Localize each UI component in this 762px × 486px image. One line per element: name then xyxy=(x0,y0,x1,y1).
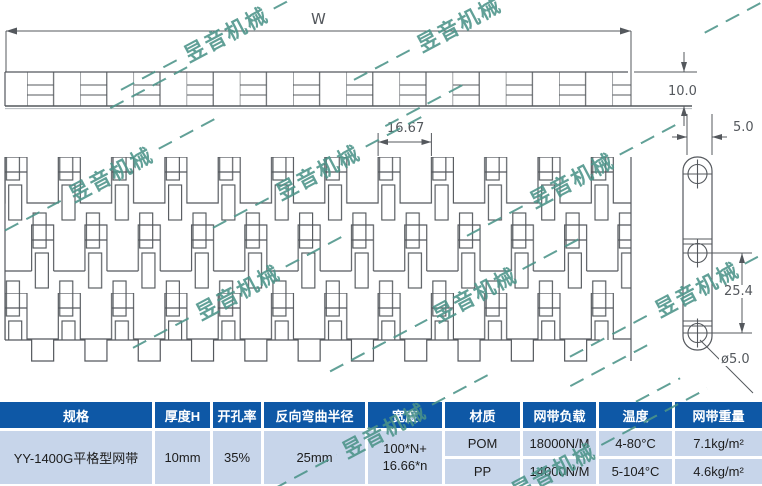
cell-material-pp: PP xyxy=(445,459,520,484)
dim-hole-pitch-label: 25.4 xyxy=(722,284,755,299)
belt-plan-view xyxy=(4,157,632,362)
cell-material-pom: POM xyxy=(445,431,520,456)
dim-pitch-label: 16.67 xyxy=(385,121,427,136)
cell-width-line1: 100*N+ xyxy=(383,441,427,457)
header-open-rate: 开孔率 xyxy=(213,402,261,428)
header-material: 材质 xyxy=(445,402,520,428)
cell-bend-radius: 25mm xyxy=(264,431,365,484)
header-temperature: 温度 xyxy=(599,402,672,428)
dimension-thickness xyxy=(634,52,697,126)
header-thickness: 厚度H xyxy=(155,402,210,428)
spec-table: 规格 厚度H 开孔率 反向弯曲半径 宽度 材质 网带负载 温度 网带重量 YY-… xyxy=(0,402,762,484)
header-load: 网带负载 xyxy=(523,402,596,428)
cad-drawing xyxy=(4,27,754,394)
cell-weight-pom: 7.1kg/m² xyxy=(675,431,762,456)
cell-load-pp: 14000N/M xyxy=(523,459,596,484)
belt-side-view xyxy=(4,71,692,110)
dim-w-label: W xyxy=(311,10,326,28)
dim-plate-width-label: 5.0 xyxy=(731,120,756,135)
cell-spec: YY-1400G平格型网带 xyxy=(0,431,152,484)
cell-temp-pp: 5-104°C xyxy=(599,459,672,484)
cell-width: 100*N+ 16.66*n xyxy=(368,431,442,484)
header-weight: 网带重量 xyxy=(675,402,762,428)
cell-thickness: 10mm xyxy=(155,431,210,484)
cell-temp-pom: 4-80°C xyxy=(599,431,672,456)
header-spec: 规格 xyxy=(0,402,152,428)
cell-weight-pp: 4.6kg/m² xyxy=(675,459,762,484)
dim-thickness-label: 10.0 xyxy=(666,84,699,99)
cell-load-pom: 18000N/M xyxy=(523,431,596,456)
dimension-pitch xyxy=(377,133,432,156)
dimension-w xyxy=(5,27,632,106)
header-width: 宽度 xyxy=(368,402,442,428)
dim-hole-diameter-label: ø5.0 xyxy=(719,352,752,367)
dimension-hole-pitch xyxy=(706,252,752,334)
hole-diameter-leader xyxy=(699,339,754,394)
cell-width-line2: 16.66*n xyxy=(382,457,428,473)
header-bend-radius: 反向弯曲半径 xyxy=(264,402,365,428)
dimension-plate-width xyxy=(672,114,727,155)
cell-open-rate: 35% xyxy=(213,431,261,484)
